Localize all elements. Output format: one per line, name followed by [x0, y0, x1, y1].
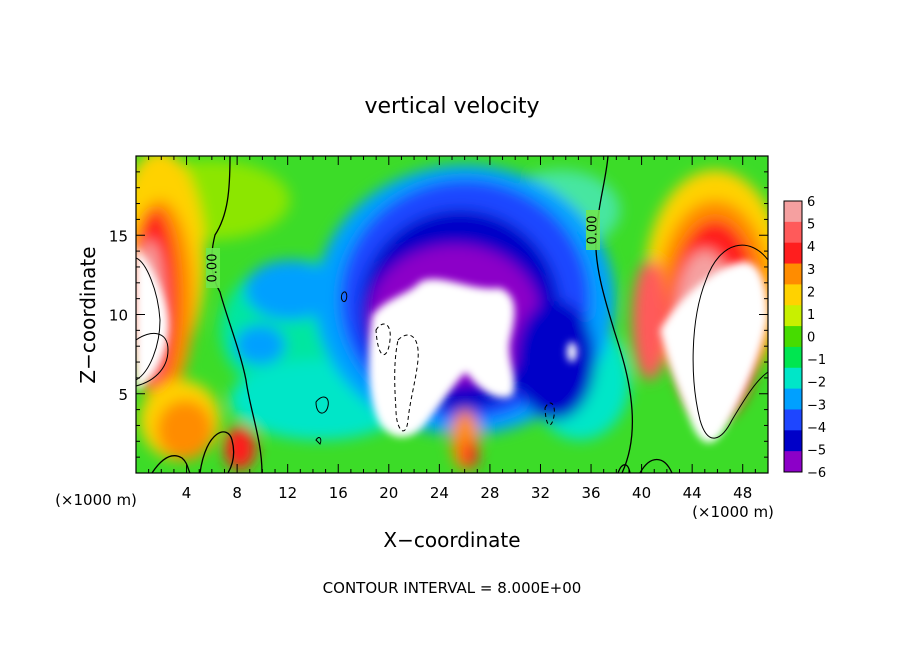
colorbar-swatch	[784, 388, 802, 410]
y-tick-label: 5	[118, 386, 128, 404]
colorbar-swatch	[784, 367, 802, 390]
x-tick-label: 24	[430, 484, 449, 502]
colorbar-swatch	[784, 346, 802, 369]
x-axis-label: X−coordinate	[383, 528, 520, 552]
x-tick-label: 20	[379, 484, 398, 502]
colorbar-label: −2	[807, 376, 826, 391]
chart-title: vertical velocity	[364, 94, 539, 119]
plot-area: 0.00 0.00	[136, 156, 768, 473]
contour-label-left: 0.00	[206, 254, 221, 283]
x-tick-label: 12	[278, 484, 297, 502]
colorbar-label: −6	[807, 466, 826, 481]
contour-interval-note: CONTOUR INTERVAL = 8.000E+00	[323, 579, 582, 597]
x-tick-label: 4	[182, 484, 192, 502]
colorbar-label: −3	[807, 398, 826, 413]
negative-contours	[375, 323, 555, 432]
x-tick-label: 8	[232, 484, 242, 502]
colorbar-label: 2	[807, 285, 815, 300]
x-tick-label: 40	[632, 484, 651, 502]
contour-labels: 0.00 0.00	[206, 210, 601, 288]
colorbar-label: 1	[807, 308, 815, 323]
axis-ticks	[136, 156, 768, 473]
colorbar-label: 0	[807, 331, 815, 346]
colorbar-label: −4	[807, 421, 826, 436]
y-tick-label: 15	[109, 227, 128, 245]
contour-label-right: 0.00	[586, 216, 601, 245]
colorbar-swatch	[784, 201, 802, 223]
colorbar-swatch	[784, 263, 802, 285]
x-tick-label: 28	[480, 484, 499, 502]
y-tick-label: 10	[109, 307, 128, 325]
x-tick-label: 44	[683, 484, 702, 502]
x-unit-left: (×1000 m)	[55, 491, 137, 509]
x-tick-label: 16	[329, 484, 348, 502]
x-tick-label: 32	[531, 484, 550, 502]
y-tick-labels: 5 10 15	[109, 227, 128, 404]
colorbar-swatch	[784, 284, 802, 306]
colorbar-label: 6	[807, 195, 815, 210]
colorbar-swatch	[784, 430, 802, 452]
x-tick-label: 48	[733, 484, 752, 502]
colorbar-label: −1	[807, 353, 826, 368]
saturation-regions	[136, 246, 768, 443]
colorbar-swatch	[784, 221, 802, 244]
colorbar-label: −5	[807, 443, 826, 458]
colorbar-swatch	[784, 242, 802, 265]
y-axis-label: Z−coordinate	[76, 246, 100, 383]
colorbar-swatch	[784, 409, 802, 431]
colorbar-swatch	[784, 326, 802, 348]
colorbar-label: 5	[807, 218, 815, 233]
colorbar: 6 5 4 3 2 1 0 −1 −2 −3 −4 −5 −6	[783, 195, 826, 481]
x-tick-label: 36	[581, 484, 600, 502]
colorbar-swatch	[784, 451, 802, 473]
x-unit-right: (×1000 m)	[692, 503, 774, 521]
colorbar-label: 4	[807, 240, 815, 255]
x-tick-labels: 4 8 12 16 20 24 28 32 36 40 44 48	[182, 484, 752, 502]
colorbar-frame	[783, 200, 803, 473]
colorbar-swatch	[784, 305, 802, 327]
colorbar-label: 3	[807, 263, 815, 278]
